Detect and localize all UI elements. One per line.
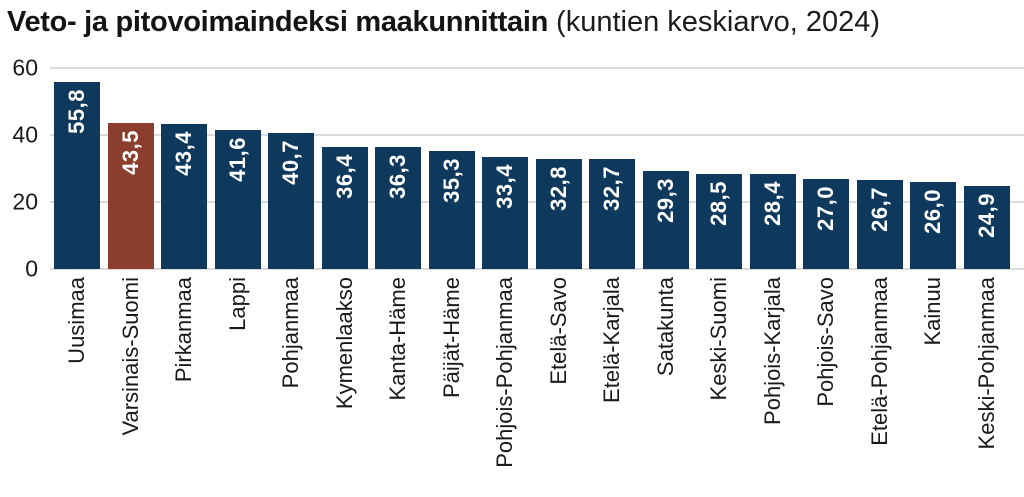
x-label-cell: Pirkanmaa xyxy=(161,277,207,497)
x-axis-label: Keski-Suomi xyxy=(706,277,732,401)
bar-value-label: 41,6 xyxy=(224,136,250,182)
bar-value-label: 43,4 xyxy=(171,130,197,176)
bar-value-label: 33,4 xyxy=(492,164,518,209)
bar: 35,3 xyxy=(428,150,475,269)
bar: 26,7 xyxy=(856,179,903,269)
bar-value-label: 36,3 xyxy=(385,154,411,200)
bar: 43,4 xyxy=(161,123,208,269)
bar-value-label: 36,4 xyxy=(331,154,357,199)
x-axis-label: Pohjois-Savo xyxy=(813,277,839,407)
x-label-cell: Päijät-Häme xyxy=(429,277,475,497)
bar: 32,8 xyxy=(535,159,582,269)
x-label-cell: Keski-Pohjanmaa xyxy=(964,277,1010,497)
bar: 29,3 xyxy=(642,170,689,269)
bar-value-label: 55,8 xyxy=(64,89,89,134)
x-label-cell: Etelä-Karjala xyxy=(589,277,635,497)
x-label-cell: Etelä-Savo xyxy=(536,277,582,497)
x-axis-labels: Uusimaa Varsinais-Suomi Pirkanmaa Lappi Pohj… xyxy=(54,277,1010,497)
y-tick-label: 60 xyxy=(12,54,38,81)
x-label-cell: Pohjois-Karjala xyxy=(750,277,796,497)
x-label-cell: Pohjanmaa xyxy=(268,277,314,497)
x-axis-label: Uusimaa xyxy=(64,277,89,364)
bar: 27,0 xyxy=(803,178,850,269)
x-label-cell: Lappi xyxy=(215,277,261,497)
bar-value-label: 27,0 xyxy=(813,185,839,231)
x-label-cell: Kainuu xyxy=(910,277,956,497)
x-label-cell: Varsinais-Suomi xyxy=(108,277,154,497)
x-axis-label: Varsinais-Suomi xyxy=(117,277,143,436)
y-tick-label: 20 xyxy=(12,188,38,215)
x-axis-label: Satakunta xyxy=(652,277,678,377)
bar: 36,4 xyxy=(321,147,368,269)
bar-value-label: 43,5 xyxy=(117,130,143,176)
gridline xyxy=(50,268,1024,270)
bar-value-label: 35,3 xyxy=(438,157,464,203)
x-axis-label: Etelä-Pohjanmaa xyxy=(866,277,892,446)
x-axis-label: Pohjois-Karjala xyxy=(759,277,785,425)
bar-value-label: 26,0 xyxy=(920,188,946,234)
x-axis-label: Kainuu xyxy=(920,277,946,346)
x-axis-label: Kymenlaakso xyxy=(331,277,357,410)
bar: 28,4 xyxy=(749,173,796,269)
y-tick-label: 40 xyxy=(12,121,38,148)
x-label-cell: Kanta-Häme xyxy=(375,277,421,497)
bar-value-label: 26,7 xyxy=(866,186,892,232)
x-axis-label: Etelä-Savo xyxy=(545,277,571,385)
x-axis-label: Pirkanmaa xyxy=(171,277,197,383)
bars-container: 55,8 43,5 43,4 41,6 40,7 36,4 36,3 35,3 33,4 32,8… xyxy=(54,68,1010,269)
bar: 36,3 xyxy=(375,147,422,269)
bar: 28,5 xyxy=(696,173,743,269)
bar-value-label: 28,5 xyxy=(706,180,732,226)
bar: 43,5 xyxy=(107,123,154,269)
x-axis-label: Keski-Pohjanmaa xyxy=(973,277,999,450)
chart-title: Veto- ja pitovoimaindeksi maakunnittain(… xyxy=(7,3,880,41)
y-axis: 0 20 40 60 xyxy=(0,56,40,280)
bar-value-label: 40,7 xyxy=(278,139,304,185)
x-label-cell: Pohjois-Pohjanmaa xyxy=(482,277,528,497)
bar: 26,0 xyxy=(910,181,957,269)
x-label-cell: Kymenlaakso xyxy=(322,277,368,497)
chart-title-subtitle: (kuntien keskiarvo, 2024) xyxy=(556,6,881,38)
bar: 32,7 xyxy=(589,159,636,269)
x-label-cell: Etelä-Pohjanmaa xyxy=(857,277,903,497)
x-axis-label: Lappi xyxy=(224,277,250,331)
bar-value-label: 24,9 xyxy=(973,192,999,238)
x-axis-label: Etelä-Karjala xyxy=(599,277,625,403)
chart-title-main: Veto- ja pitovoimaindeksi maakunnittain xyxy=(7,6,549,38)
x-axis-label: Kanta-Häme xyxy=(385,277,411,401)
bar-value-label: 32,7 xyxy=(599,166,625,212)
x-label-cell: Keski-Suomi xyxy=(696,277,742,497)
x-axis-label: Päijät-Häme xyxy=(438,277,464,399)
bar: 41,6 xyxy=(214,129,261,269)
y-tick-label: 0 xyxy=(25,255,38,282)
gridline xyxy=(50,134,1024,136)
x-label-cell: Pohjois-Savo xyxy=(803,277,849,497)
gridline xyxy=(50,67,1024,69)
x-label-cell: Satakunta xyxy=(643,277,689,497)
bar: 33,4 xyxy=(482,157,529,269)
bar: 24,9 xyxy=(963,185,1010,269)
bar: 40,7 xyxy=(268,132,315,269)
bar-value-label: 29,3 xyxy=(652,177,678,223)
x-label-cell: Uusimaa xyxy=(54,277,100,497)
bar-value-label: 32,8 xyxy=(545,166,571,211)
x-axis-label: Pohjois-Pohjanmaa xyxy=(492,277,518,468)
x-axis-label: Pohjanmaa xyxy=(278,277,304,389)
bar-value-label: 28,4 xyxy=(759,180,785,226)
bar: 55,8 xyxy=(54,82,100,269)
